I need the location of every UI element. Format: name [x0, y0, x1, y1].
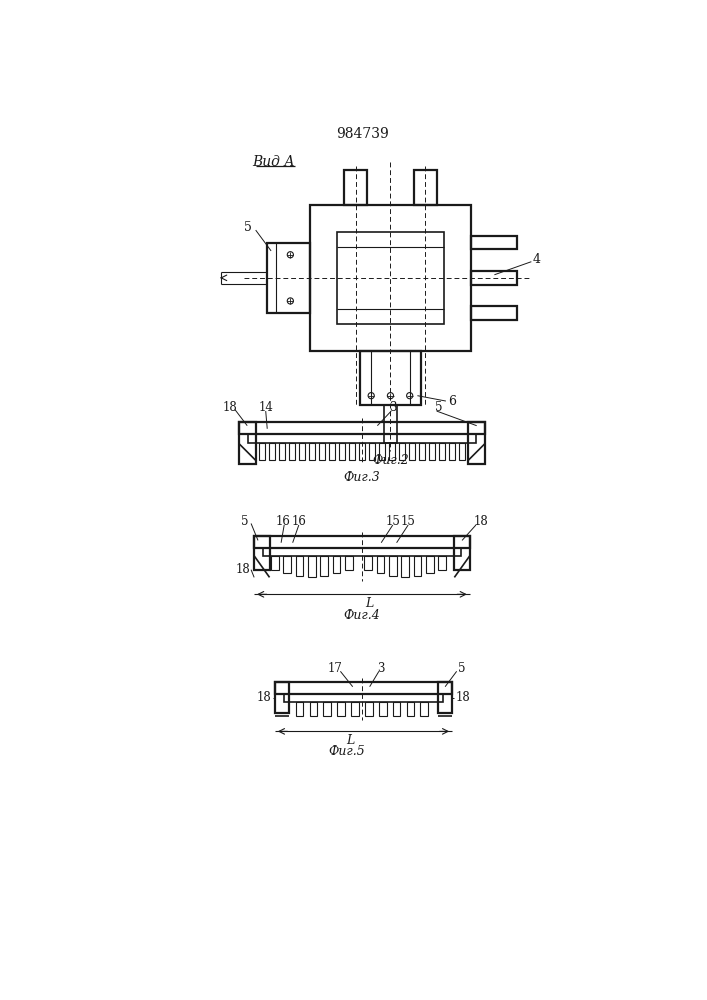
Bar	[284, 556, 291, 573]
Bar	[472, 271, 518, 285]
Bar	[310, 702, 317, 716]
Bar	[275, 682, 452, 694]
Bar	[351, 702, 359, 716]
Text: 15: 15	[401, 515, 416, 528]
Bar	[320, 556, 328, 576]
Text: L: L	[346, 734, 354, 747]
Bar	[275, 682, 288, 713]
Bar	[299, 443, 305, 460]
Bar	[337, 232, 444, 324]
Text: 5: 5	[244, 221, 252, 234]
Bar	[337, 702, 345, 716]
Text: Фиг.4: Фиг.4	[344, 609, 380, 622]
Bar	[309, 443, 315, 460]
Bar	[389, 443, 395, 460]
Text: Вид А: Вид А	[252, 155, 295, 169]
Bar	[259, 443, 265, 460]
Bar	[339, 443, 345, 460]
Bar	[369, 443, 375, 460]
Bar	[449, 443, 455, 460]
Bar	[279, 443, 285, 460]
Bar	[296, 556, 303, 576]
Text: 5: 5	[241, 515, 249, 528]
Text: 17: 17	[327, 662, 342, 675]
Bar	[324, 702, 331, 716]
Bar	[379, 443, 385, 460]
Bar	[455, 536, 469, 570]
Text: Фиг.5: Фиг.5	[328, 745, 365, 758]
Bar	[329, 443, 335, 460]
Text: 3: 3	[378, 662, 385, 675]
Bar	[419, 443, 425, 460]
Bar	[438, 556, 446, 570]
Bar	[414, 556, 421, 576]
Text: 5: 5	[436, 401, 443, 414]
Bar	[409, 443, 415, 460]
Text: 18: 18	[474, 515, 489, 528]
Text: 3: 3	[389, 401, 397, 414]
Bar	[360, 351, 421, 405]
Bar	[383, 405, 397, 443]
Bar	[468, 422, 485, 464]
Bar	[239, 422, 485, 434]
Text: 18: 18	[222, 401, 237, 414]
Bar	[379, 702, 387, 716]
Bar	[399, 443, 405, 460]
Bar	[402, 556, 409, 577]
Text: 4: 4	[533, 253, 541, 266]
Bar	[345, 556, 353, 570]
Bar	[407, 702, 414, 716]
Bar	[421, 702, 428, 716]
Text: 18: 18	[257, 691, 271, 704]
Bar	[377, 556, 385, 573]
Bar	[239, 422, 256, 464]
Text: 14: 14	[258, 401, 273, 414]
Text: 18: 18	[235, 563, 250, 576]
Text: 16: 16	[276, 515, 291, 528]
Bar	[439, 443, 445, 460]
Bar	[296, 702, 303, 716]
Bar	[254, 536, 269, 570]
Text: L: L	[366, 597, 374, 610]
Bar	[271, 556, 279, 570]
Bar	[426, 556, 433, 573]
Bar	[389, 556, 397, 576]
Bar	[393, 702, 400, 716]
Text: Фиг.2: Фиг.2	[372, 454, 409, 467]
Bar	[349, 443, 355, 460]
Bar	[308, 556, 316, 577]
Bar	[472, 306, 518, 320]
Bar	[429, 443, 435, 460]
Bar	[414, 170, 437, 205]
Bar	[284, 694, 443, 702]
Bar	[359, 443, 365, 460]
Text: Фиг.3: Фиг.3	[344, 471, 380, 484]
Bar	[310, 205, 472, 351]
Text: 6: 6	[448, 395, 456, 408]
Bar	[333, 556, 340, 573]
Text: 16: 16	[291, 515, 306, 528]
Text: 5: 5	[458, 662, 466, 675]
Bar	[364, 556, 372, 570]
Bar	[319, 443, 325, 460]
Bar	[459, 443, 465, 460]
Bar	[344, 170, 368, 205]
Bar	[288, 443, 295, 460]
Bar	[472, 235, 518, 249]
Text: 18: 18	[455, 691, 470, 704]
Bar	[264, 548, 460, 556]
Bar	[267, 243, 310, 312]
Bar	[438, 682, 452, 713]
Text: 984739: 984739	[337, 127, 389, 141]
Bar	[269, 443, 275, 460]
Bar	[254, 536, 469, 548]
Bar	[248, 434, 476, 443]
Text: 15: 15	[385, 515, 400, 528]
Bar	[365, 702, 373, 716]
